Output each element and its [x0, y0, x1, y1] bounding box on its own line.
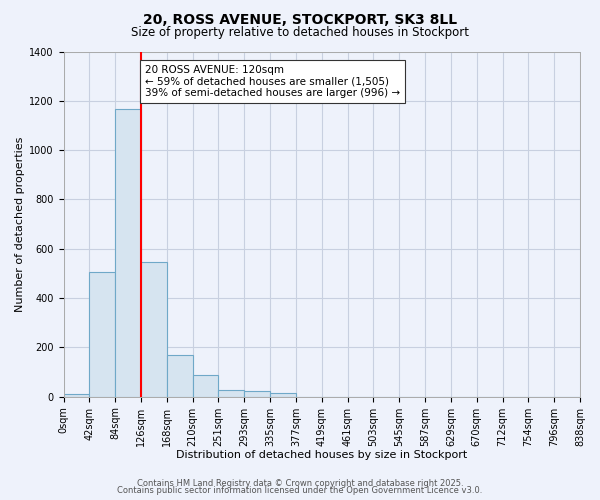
- Bar: [193, 375, 218, 396]
- Text: Size of property relative to detached houses in Stockport: Size of property relative to detached ho…: [131, 26, 469, 39]
- Text: Contains public sector information licensed under the Open Government Licence v3: Contains public sector information licen…: [118, 486, 482, 495]
- Bar: [115, 110, 141, 397]
- Bar: [64, 394, 89, 396]
- Bar: [270, 393, 296, 396]
- Bar: [218, 390, 244, 396]
- Y-axis label: Number of detached properties: Number of detached properties: [15, 136, 25, 312]
- Text: 20, ROSS AVENUE, STOCKPORT, SK3 8LL: 20, ROSS AVENUE, STOCKPORT, SK3 8LL: [143, 12, 457, 26]
- Bar: [89, 272, 115, 396]
- Text: 20 ROSS AVENUE: 120sqm
← 59% of detached houses are smaller (1,505)
39% of semi-: 20 ROSS AVENUE: 120sqm ← 59% of detached…: [145, 65, 400, 98]
- X-axis label: Distribution of detached houses by size in Stockport: Distribution of detached houses by size …: [176, 450, 467, 460]
- Text: Contains HM Land Registry data © Crown copyright and database right 2025.: Contains HM Land Registry data © Crown c…: [137, 478, 463, 488]
- Bar: [244, 390, 270, 396]
- Bar: [141, 262, 167, 396]
- Bar: [167, 355, 193, 397]
